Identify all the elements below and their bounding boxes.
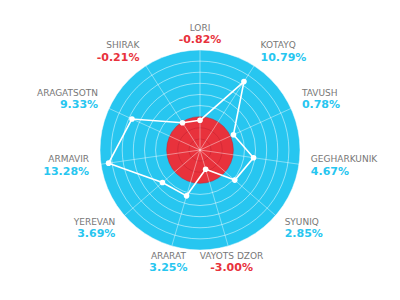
category-label: ARARAT bbox=[151, 251, 187, 261]
spoke bbox=[146, 66, 200, 150]
spoke bbox=[124, 150, 200, 215]
category-label: LORI bbox=[190, 23, 211, 33]
category-label: SYUNIQ bbox=[285, 217, 319, 227]
category-label: TAVUSH bbox=[301, 88, 338, 98]
category-label: SHIRAK bbox=[106, 40, 140, 50]
spoke bbox=[200, 150, 276, 215]
value-label: 10.79% bbox=[261, 51, 307, 64]
value-label: -3.00% bbox=[210, 261, 253, 274]
positive-zone bbox=[100, 50, 300, 250]
grid-ring bbox=[100, 50, 300, 250]
radar-point bbox=[231, 132, 237, 138]
category-label: ARAGATSOTN bbox=[37, 88, 98, 98]
radar-point bbox=[197, 118, 203, 124]
plot-area bbox=[106, 79, 257, 199]
radar-point bbox=[251, 155, 257, 161]
category-label: VAYOTS DZOR bbox=[200, 251, 264, 261]
value-label: 3.69% bbox=[77, 227, 115, 240]
radar-point bbox=[203, 166, 209, 172]
value-label: -0.21% bbox=[97, 51, 140, 64]
value-label: 4.67% bbox=[311, 165, 349, 178]
category-label: KOTAYQ bbox=[261, 40, 296, 50]
value-label: -0.82% bbox=[179, 33, 222, 46]
value-label: 13.28% bbox=[43, 165, 89, 178]
value-label: 2.85% bbox=[285, 227, 323, 240]
value-label: 0.78% bbox=[302, 98, 340, 111]
chart: LORI-0.82% KOTAYQ10.79% TAVUSH0.78% GEGHARK… bbox=[0, 0, 400, 300]
spoke bbox=[200, 150, 228, 246]
value-label: 9.33% bbox=[60, 98, 98, 111]
radar-point bbox=[241, 79, 247, 85]
value-label: 3.25% bbox=[149, 261, 187, 274]
spoke bbox=[101, 150, 200, 164]
spoke bbox=[200, 108, 291, 150]
spoke bbox=[200, 50, 201, 150]
radar-point bbox=[129, 116, 135, 122]
spoke bbox=[172, 150, 200, 246]
radar-point bbox=[160, 180, 166, 186]
radar-line bbox=[109, 82, 254, 196]
category-label: YEREVAN bbox=[73, 217, 116, 227]
radar-point bbox=[180, 120, 186, 126]
radar-point bbox=[106, 160, 112, 166]
category-label: ARMAVIR bbox=[48, 154, 89, 164]
radar-point bbox=[232, 177, 238, 183]
category-label: GEGHARKUNIK bbox=[311, 154, 378, 164]
radar-point bbox=[184, 193, 190, 199]
